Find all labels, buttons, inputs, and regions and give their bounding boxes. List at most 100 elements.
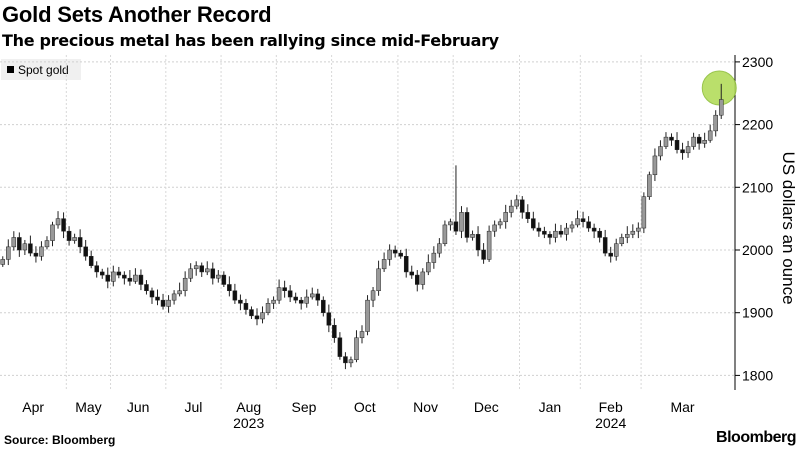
candle-body [696,136,702,144]
candle-body [591,227,597,232]
candle-body [669,136,674,141]
candle-body [415,274,420,285]
candle-body [265,303,271,313]
candle-body [94,265,99,273]
x-tick-label: Mar [670,399,694,415]
x-tick-label: Aug [236,399,261,415]
candle-body [448,221,453,226]
candle-body [409,271,414,276]
candle-body [702,140,707,144]
candle-body [348,359,354,364]
candle-body [227,284,232,292]
candle-body [243,303,249,310]
candle-body [238,299,243,304]
candle-body [122,274,127,279]
candle-body [492,224,497,232]
y-tick-label: 2100 [742,179,773,195]
x-tick-label: Sep [292,399,317,415]
y-tick-label: 1800 [742,367,773,383]
candle-body [630,230,636,235]
chart-subtitle: The precious metal has been rallying sin… [2,31,499,50]
candle-body [221,274,227,285]
candle-body [542,230,547,235]
x-tick-label: Jun [127,399,150,415]
candle-body [50,224,55,241]
candle-body [370,290,376,301]
candle-body [310,293,315,298]
candle-body [116,271,122,276]
source-note: Source: Bloomberg [4,433,116,447]
candle-body [315,293,321,301]
candle-body [326,312,332,326]
candle-body [83,246,88,257]
legend-swatch [7,66,14,73]
candle-body [287,290,293,298]
candle-body [44,240,50,248]
candle-body [442,224,448,244]
candle-body [597,230,602,238]
candle-body [525,212,531,219]
candle-body [392,249,398,254]
candle-body [459,212,464,232]
candle-body [613,243,619,257]
candle-body [149,290,155,298]
candle-body [431,252,437,263]
candle-body [641,196,647,229]
y-tick-label: 2000 [742,242,773,258]
candle-body [531,218,536,229]
candle-body [453,221,459,232]
candle-body [553,230,558,238]
candle-body [475,234,481,251]
candle-body [321,299,326,313]
candle-body [608,252,613,257]
candle-body [271,299,276,304]
candle-body [61,218,66,232]
candle-body [398,252,403,257]
candle-body [182,277,188,292]
candle-body [619,237,625,244]
candle-body [205,268,210,273]
candle-body [11,237,17,248]
candle-body [508,205,514,213]
candle-body [365,299,370,332]
candle-body [564,227,569,235]
y-tick-label: 1900 [742,305,773,321]
candle-body [486,230,492,260]
candle-body [216,274,221,279]
candle-body [536,227,542,232]
candle-body [111,271,116,282]
candle-body [580,218,586,223]
candle-body [707,130,713,141]
y-tick-label: 2300 [742,54,773,70]
candle-body [55,218,61,226]
candle-body [691,136,696,147]
legend: Spot gold [1,59,81,80]
candle-body [66,230,72,241]
candle-body [72,237,77,241]
candle-body [636,227,641,232]
candle-body [680,149,685,154]
candle-body [625,234,630,238]
candle-body [343,356,348,364]
candle-body [332,324,337,339]
candle-body [520,199,525,213]
candle-body [260,312,265,320]
candle-body [437,243,442,254]
candle-body [138,274,144,285]
candle-body [298,299,304,304]
candle-body [254,315,260,320]
candle-body [685,146,691,154]
candle-body [497,221,503,226]
candle-body [547,234,553,238]
y-tick-label: 2200 [742,117,773,133]
x-tick-label: Jul [184,399,202,415]
candle-body [464,212,470,238]
year-label: 2024 [595,415,626,431]
candle-body [77,237,83,248]
candle-body [33,252,39,257]
candle-body [99,271,105,276]
candle-body [155,296,160,301]
candle-body [602,237,608,254]
candle-body [177,290,182,295]
candle-body [575,218,580,226]
